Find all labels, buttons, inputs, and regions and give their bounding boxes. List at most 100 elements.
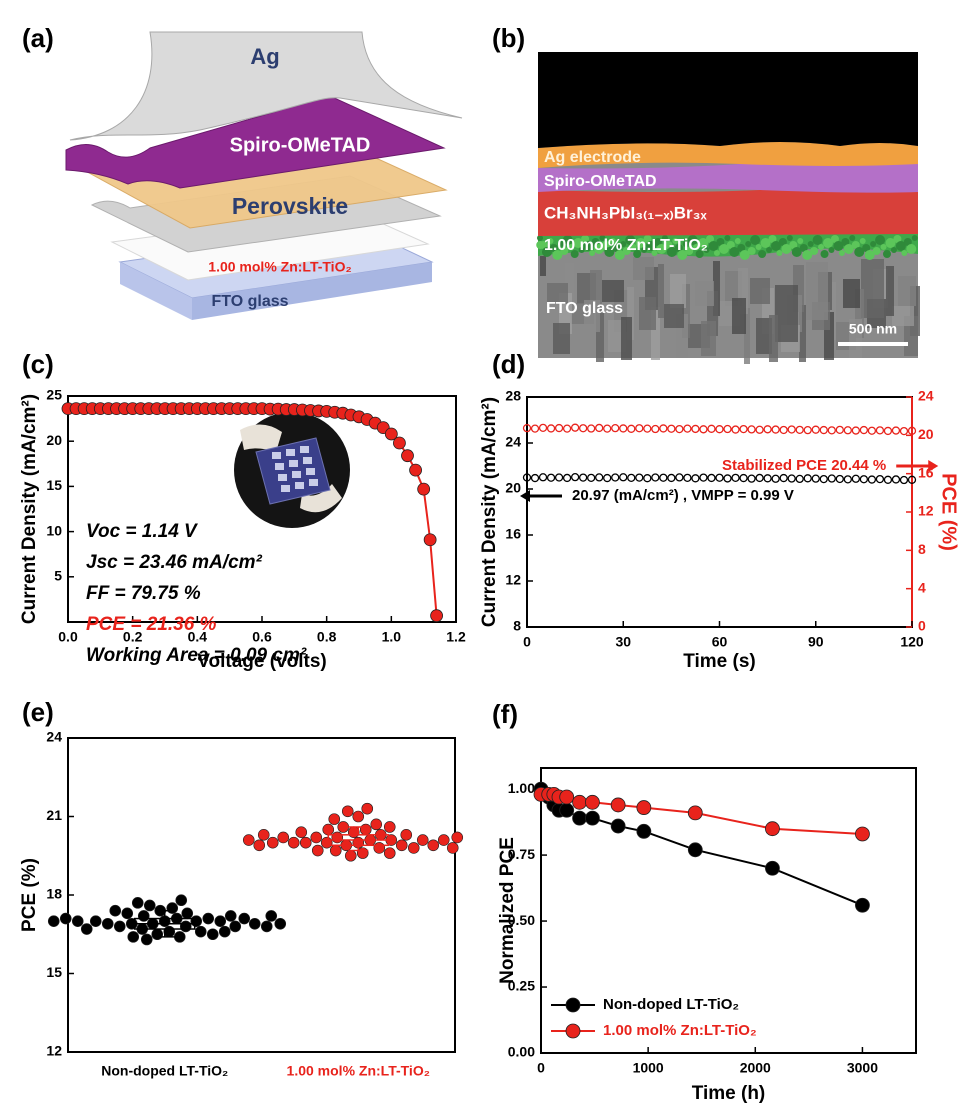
grain <box>670 274 686 308</box>
x-tick-label: 1.0 <box>382 629 402 645</box>
grain <box>748 247 756 255</box>
data-point <box>740 475 747 482</box>
grain <box>898 276 916 306</box>
data-point <box>636 425 643 432</box>
x-tick-label: 0.6 <box>252 629 272 645</box>
y-tick-label: 15 <box>46 477 62 493</box>
grain <box>797 238 803 244</box>
data-point <box>48 916 59 927</box>
category-label: 1.00 mol% Zn:LT-TiO₂ <box>287 1063 430 1079</box>
grain <box>750 278 770 304</box>
data-point <box>772 475 779 482</box>
data-point <box>780 426 787 433</box>
data-point <box>572 474 579 481</box>
data-point <box>588 425 595 432</box>
y2-tick-label: 0 <box>918 618 926 634</box>
data-point <box>249 918 260 929</box>
data-point <box>612 425 619 432</box>
data-point <box>876 427 883 434</box>
grain <box>787 235 793 241</box>
data-point <box>330 845 341 856</box>
grain <box>873 247 881 255</box>
data-point <box>620 425 627 432</box>
grain <box>906 244 916 254</box>
grain <box>806 262 828 320</box>
data-point <box>580 474 587 481</box>
data-point <box>438 835 449 846</box>
data-point <box>360 824 371 835</box>
y-tick-label: 25 <box>46 387 62 403</box>
y-tick-label: 8 <box>513 618 521 634</box>
annotation: Voc = 1.14 V <box>86 521 198 542</box>
y-tick-label: 0.00 <box>508 1044 535 1060</box>
data-point <box>90 916 101 927</box>
data-point <box>844 427 851 434</box>
x-tick-label: 0 <box>523 634 531 650</box>
y2-tick-label: 8 <box>918 541 926 557</box>
grain <box>776 250 782 256</box>
y-axis-label: Current Density (mA/cm²) <box>479 397 500 627</box>
data-point <box>540 424 547 431</box>
data-point <box>384 848 395 859</box>
data-point <box>828 475 835 482</box>
data-point <box>756 474 763 481</box>
data-point <box>644 475 651 482</box>
data-point <box>852 427 859 434</box>
data-point <box>417 835 428 846</box>
plot-frame <box>68 738 455 1052</box>
data-point <box>692 425 699 432</box>
data-point <box>660 425 667 432</box>
data-point <box>765 822 779 836</box>
grain <box>769 315 778 362</box>
data-point <box>152 929 163 940</box>
data-point <box>564 425 571 432</box>
data-point <box>180 921 191 932</box>
data-point <box>424 534 436 546</box>
data-point <box>532 475 539 482</box>
grain <box>883 250 891 258</box>
data-point <box>716 474 723 481</box>
data-point <box>596 424 603 431</box>
data-point <box>110 905 121 916</box>
y-tick-label: 12 <box>505 572 521 588</box>
data-point <box>321 837 332 848</box>
data-point <box>852 475 859 482</box>
data-point <box>300 837 311 848</box>
layer-label: Ag <box>250 44 279 69</box>
y-tick-label: 15 <box>46 964 62 980</box>
y2-tick-label: 20 <box>918 426 934 442</box>
y-tick-label: 21 <box>46 807 62 823</box>
y-tick-label: 5 <box>54 568 62 584</box>
layer-label: 1.00 mol% Zn:LT-TiO₂ <box>544 237 708 254</box>
data-point <box>548 474 555 481</box>
data-point <box>141 934 152 945</box>
data-point <box>174 931 185 942</box>
data-point <box>560 803 574 817</box>
data-point <box>323 824 334 835</box>
data-point <box>637 801 651 815</box>
data-point <box>628 425 635 432</box>
y-tick-label: 20 <box>505 480 521 496</box>
data-point <box>138 910 149 921</box>
cell <box>303 457 312 464</box>
data-point <box>540 474 547 481</box>
data-point <box>573 811 587 825</box>
grain <box>745 241 751 247</box>
grain <box>553 323 570 354</box>
grain <box>714 250 720 256</box>
y-tick-label: 18 <box>46 886 62 902</box>
category-label: Non-doped LT-TiO₂ <box>101 1063 228 1079</box>
legend-marker <box>566 1024 580 1038</box>
data-point <box>122 908 133 919</box>
data-point <box>239 913 250 924</box>
grain <box>756 244 762 250</box>
y-tick-label: 24 <box>505 434 521 450</box>
y-axis-label: PCE (%) <box>19 858 40 932</box>
data-point <box>644 425 651 432</box>
data-point <box>560 790 574 804</box>
data-point <box>410 464 422 476</box>
grain <box>891 247 897 253</box>
panel-label: (a) <box>22 23 54 53</box>
x-tick-label: 1000 <box>633 1060 664 1076</box>
data-point <box>765 861 779 875</box>
